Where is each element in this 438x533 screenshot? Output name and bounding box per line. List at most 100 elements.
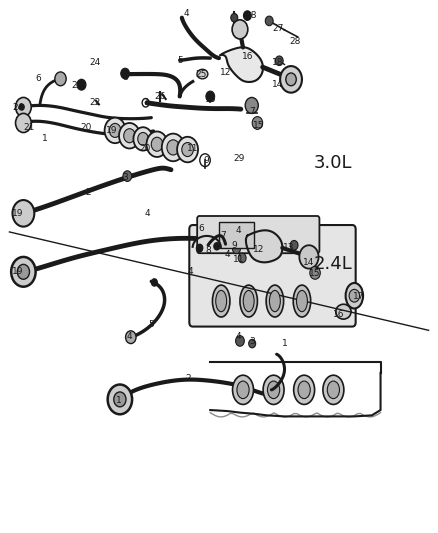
Text: 29: 29 — [233, 154, 244, 163]
Text: 6: 6 — [35, 74, 41, 83]
Circle shape — [286, 73, 296, 86]
Circle shape — [55, 72, 66, 86]
Text: 22: 22 — [89, 98, 100, 107]
Text: 17: 17 — [353, 292, 364, 301]
Text: 19: 19 — [12, 268, 24, 276]
Text: 2: 2 — [85, 188, 91, 197]
Circle shape — [249, 340, 256, 348]
Text: 14: 14 — [303, 258, 314, 266]
Circle shape — [232, 20, 248, 39]
Text: 4: 4 — [184, 10, 189, 19]
Circle shape — [124, 128, 135, 143]
Text: 7: 7 — [220, 231, 226, 240]
Circle shape — [245, 98, 258, 114]
Text: 2: 2 — [186, 374, 191, 383]
Polygon shape — [246, 230, 283, 262]
FancyBboxPatch shape — [219, 222, 254, 248]
Text: 6: 6 — [199, 224, 205, 233]
Circle shape — [276, 56, 283, 66]
Ellipse shape — [346, 283, 363, 309]
Circle shape — [77, 79, 86, 90]
Circle shape — [151, 279, 157, 286]
Circle shape — [105, 118, 126, 143]
Ellipse shape — [268, 381, 280, 399]
Text: 11: 11 — [233, 255, 244, 263]
FancyBboxPatch shape — [189, 225, 356, 327]
Text: 9: 9 — [231, 241, 237, 250]
Text: 14: 14 — [272, 79, 284, 88]
Circle shape — [222, 229, 230, 240]
Circle shape — [15, 98, 31, 117]
Text: 13: 13 — [283, 244, 295, 253]
Circle shape — [17, 264, 29, 279]
Circle shape — [121, 68, 130, 79]
Circle shape — [11, 257, 35, 287]
Text: 15: 15 — [309, 270, 321, 278]
Polygon shape — [220, 47, 263, 82]
Text: 11: 11 — [187, 144, 198, 153]
Circle shape — [280, 66, 302, 93]
Ellipse shape — [216, 290, 226, 312]
Text: 18: 18 — [272, 59, 284, 67]
Ellipse shape — [240, 285, 258, 317]
Circle shape — [123, 171, 132, 181]
Circle shape — [134, 127, 152, 151]
Text: 21: 21 — [23, 123, 35, 132]
Circle shape — [167, 140, 180, 155]
Circle shape — [108, 384, 132, 414]
Text: 3: 3 — [122, 173, 128, 182]
Text: 3.0L: 3.0L — [313, 154, 352, 172]
Text: 18: 18 — [246, 11, 258, 20]
Ellipse shape — [233, 375, 254, 405]
Text: 4: 4 — [236, 226, 241, 235]
Circle shape — [162, 134, 184, 161]
Circle shape — [231, 13, 238, 22]
Text: 4: 4 — [236, 332, 241, 341]
Circle shape — [147, 132, 167, 157]
Ellipse shape — [293, 285, 311, 317]
Circle shape — [196, 245, 202, 252]
Text: 24: 24 — [13, 102, 24, 111]
Text: 4: 4 — [188, 268, 194, 276]
Circle shape — [15, 114, 31, 133]
Text: 5: 5 — [148, 320, 154, 329]
Circle shape — [182, 142, 193, 157]
Circle shape — [110, 124, 121, 138]
Text: 5: 5 — [177, 56, 183, 64]
Text: 25: 25 — [196, 70, 207, 78]
Ellipse shape — [297, 290, 307, 312]
Circle shape — [214, 243, 220, 250]
Circle shape — [177, 137, 198, 163]
Circle shape — [265, 16, 273, 26]
Circle shape — [349, 289, 360, 302]
Ellipse shape — [237, 381, 249, 399]
Text: 1: 1 — [282, 339, 287, 348]
Ellipse shape — [293, 375, 314, 405]
Circle shape — [299, 245, 318, 269]
Circle shape — [252, 117, 263, 130]
Text: 9: 9 — [203, 156, 209, 165]
Text: 16: 16 — [242, 52, 253, 61]
Text: 24: 24 — [89, 59, 100, 67]
Text: 4: 4 — [127, 332, 132, 341]
Text: 1: 1 — [144, 98, 150, 107]
Circle shape — [236, 336, 244, 346]
Text: 7: 7 — [249, 107, 254, 116]
Text: 8: 8 — [205, 246, 211, 255]
Circle shape — [238, 253, 246, 263]
Text: 8: 8 — [122, 73, 128, 82]
Text: 23: 23 — [71, 81, 83, 90]
Text: 27: 27 — [272, 24, 284, 33]
Circle shape — [119, 123, 140, 149]
Text: 4: 4 — [144, 209, 150, 218]
Ellipse shape — [263, 375, 284, 405]
Ellipse shape — [327, 381, 339, 399]
Circle shape — [244, 11, 251, 20]
Circle shape — [197, 244, 203, 252]
Text: 1: 1 — [42, 134, 47, 143]
Ellipse shape — [243, 290, 254, 312]
Circle shape — [290, 240, 298, 250]
Text: 28: 28 — [290, 37, 301, 46]
Circle shape — [126, 331, 136, 344]
Ellipse shape — [269, 290, 280, 312]
